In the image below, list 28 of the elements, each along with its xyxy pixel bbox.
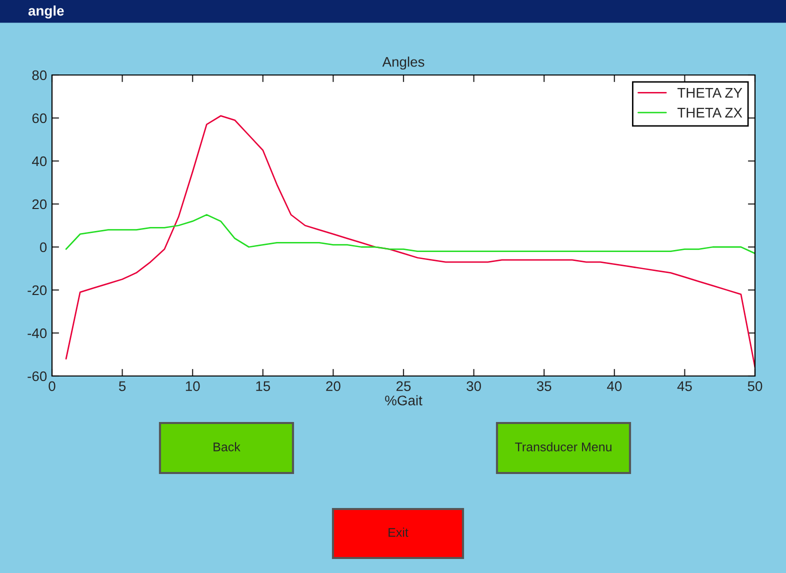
line-series	[65, 214, 755, 254]
x-tick-label: 0	[48, 381, 56, 392]
x-tick-label: 45	[677, 381, 692, 392]
x-tick-label: 40	[606, 381, 622, 392]
y-tick-label: -40	[28, 328, 47, 338]
x-tick-label: 5	[118, 381, 126, 392]
x-tick-label: 20	[326, 381, 340, 392]
text: Exit	[388, 528, 408, 537]
y-tick-label: -20	[28, 285, 47, 296]
y-tick-label: 60	[32, 113, 47, 124]
y-tick-label: 80	[32, 70, 47, 80]
x-tick-label: 25	[396, 381, 411, 392]
text: Transducer Menu	[515, 442, 612, 452]
x-tick-label: 10	[186, 381, 200, 392]
text: angle	[28, 5, 64, 19]
x-tick-label: 30	[466, 381, 481, 392]
x-tick-label: 35	[536, 381, 552, 392]
x-tick-label: 15	[256, 381, 270, 392]
y-tick-label: 0	[40, 242, 47, 252]
y-tick-label: 40	[32, 156, 47, 166]
legend-label: THETA ZX	[677, 108, 742, 118]
y-tick-label: 20	[32, 199, 47, 210]
chart-title: Angles	[382, 56, 424, 70]
x-tick-label: 50	[748, 381, 762, 392]
text: Back	[214, 442, 240, 452]
x-axis-title: %Gait	[385, 395, 422, 406]
y-tick-label: -60	[28, 371, 47, 382]
legend-label: THETA ZY	[677, 88, 742, 98]
